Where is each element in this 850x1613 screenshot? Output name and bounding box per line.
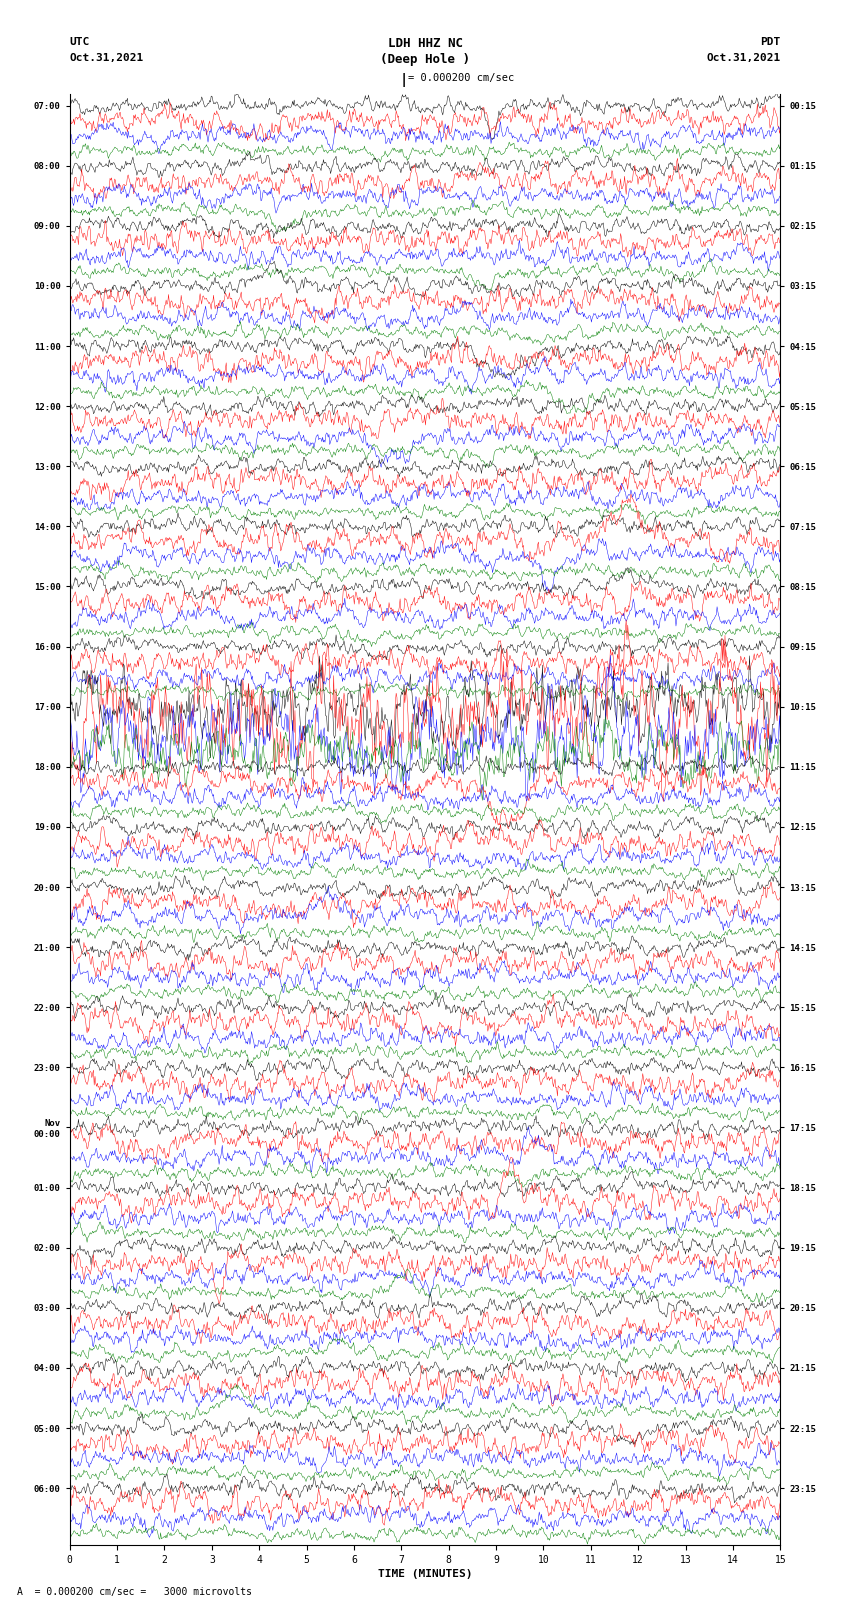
Text: PDT: PDT <box>760 37 780 47</box>
Text: Oct.31,2021: Oct.31,2021 <box>70 53 144 63</box>
Text: UTC: UTC <box>70 37 90 47</box>
Text: Oct.31,2021: Oct.31,2021 <box>706 53 780 63</box>
X-axis label: TIME (MINUTES): TIME (MINUTES) <box>377 1569 473 1579</box>
Text: A  = 0.000200 cm/sec =   3000 microvolts: A = 0.000200 cm/sec = 3000 microvolts <box>17 1587 252 1597</box>
Text: (Deep Hole ): (Deep Hole ) <box>380 53 470 66</box>
Text: = 0.000200 cm/sec: = 0.000200 cm/sec <box>408 73 514 82</box>
Text: |: | <box>400 73 408 87</box>
Text: LDH HHZ NC: LDH HHZ NC <box>388 37 462 50</box>
